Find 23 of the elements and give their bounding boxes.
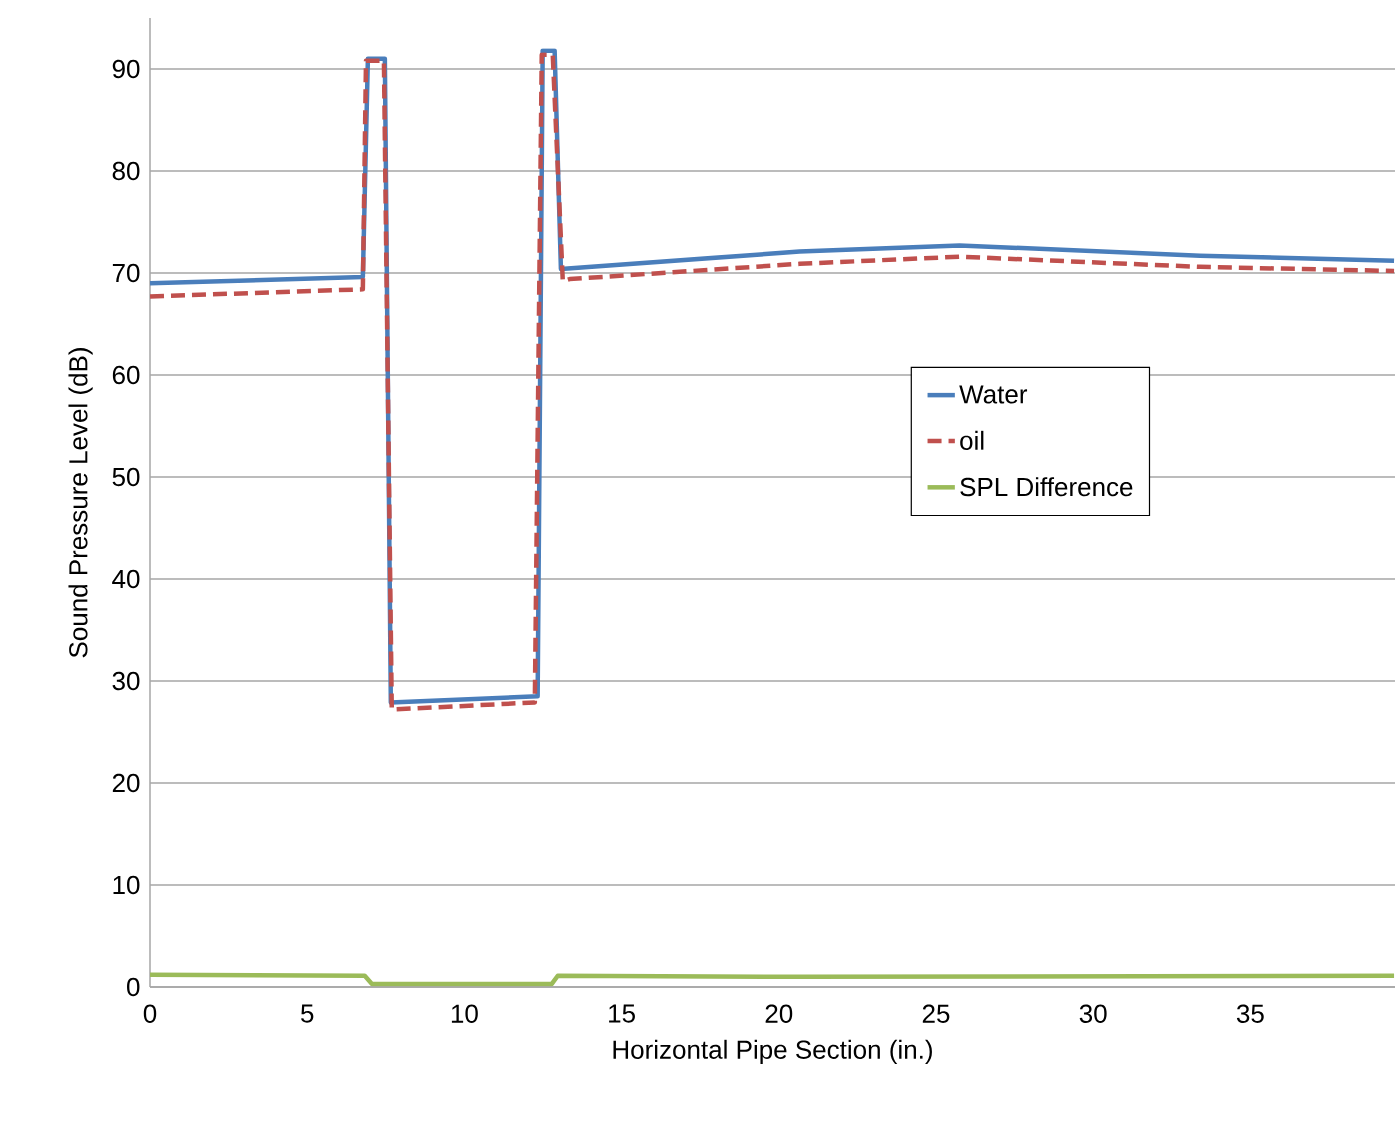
y-tick-label: 70 (112, 263, 140, 283)
x-tick-label: 20 (765, 1004, 793, 1023)
y-tick-label: 30 (112, 671, 140, 691)
y-tick-label: 60 (112, 365, 140, 385)
y-tick-label: 50 (112, 467, 140, 487)
x-tick-label: 35 (1236, 1004, 1264, 1023)
x-tick-label: 10 (451, 1004, 478, 1023)
legend-label: SPL Difference (960, 477, 1133, 497)
x-tick-label: 15 (609, 1004, 635, 1023)
y-axis-title: Sound Pressure Level (dB) (68, 348, 93, 658)
x-axis-title: Horizontal Pipe Section (in.) (613, 1039, 932, 1065)
legend-label: Water (959, 385, 1028, 404)
x-tick-label: 0 (143, 1004, 157, 1023)
y-tick-label: 20 (112, 773, 140, 793)
y-tick-label: 0 (127, 977, 140, 997)
x-tick-label: 5 (301, 1004, 314, 1023)
y-tick-label: 80 (112, 161, 140, 181)
y-tick-label: 40 (112, 569, 140, 589)
legend-label: oil (960, 430, 984, 450)
x-tick-label: 25 (922, 1004, 950, 1023)
y-tick-label: 90 (112, 59, 140, 79)
x-tick-label: 30 (1079, 1004, 1107, 1023)
y-tick-label: 10 (113, 875, 140, 895)
